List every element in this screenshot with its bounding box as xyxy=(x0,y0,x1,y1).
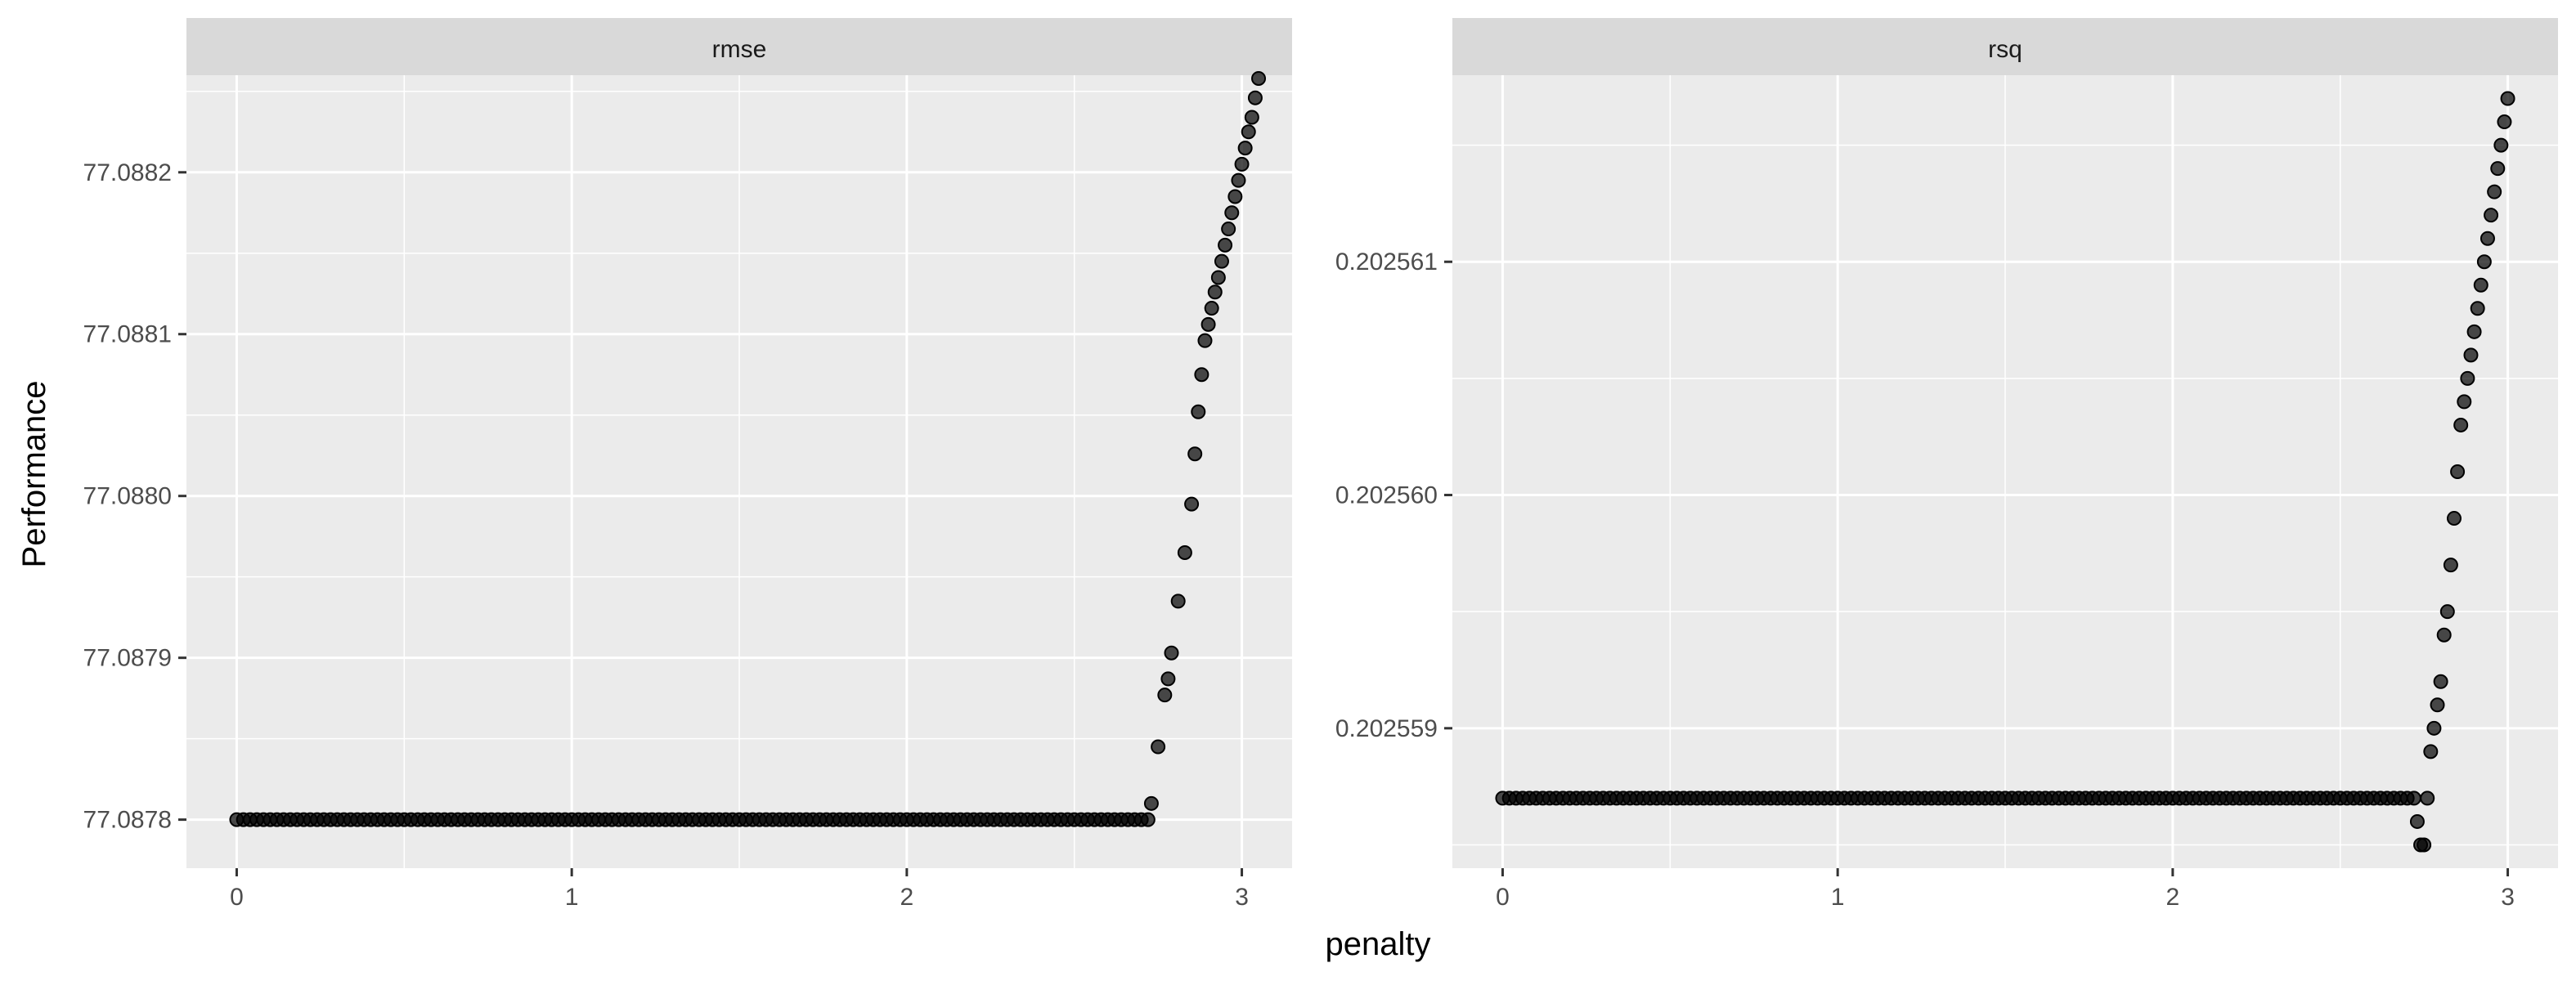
y-tick-label: 0.202561 xyxy=(1335,249,1438,275)
panel-rsq: rsq 0 1 2 3 0.202559 0.202560 0.202561 xyxy=(1335,18,2558,911)
data-point xyxy=(1204,301,1219,316)
data-point xyxy=(2473,277,2488,293)
strip-rsq xyxy=(1452,18,2558,75)
data-point xyxy=(2450,464,2466,479)
data-point xyxy=(1234,156,1250,172)
data-point xyxy=(2497,114,2512,130)
data-point xyxy=(1191,404,1206,419)
data-point xyxy=(1157,688,1173,703)
y-tick-label: 77.0878 xyxy=(83,807,172,834)
data-point xyxy=(1241,124,1256,140)
x-tick-label: 0 xyxy=(230,884,244,911)
data-point xyxy=(1221,222,1236,237)
data-point xyxy=(1251,70,1267,86)
data-point xyxy=(2433,674,2448,689)
data-point xyxy=(2480,231,2495,246)
data-point xyxy=(2460,370,2475,386)
y-axis-title: Performance xyxy=(16,381,52,568)
x-tick-label: 2 xyxy=(2166,884,2180,911)
data-point xyxy=(2430,697,2445,713)
data-point xyxy=(2406,791,2421,806)
data-point xyxy=(2423,744,2439,759)
data-point xyxy=(1227,189,1243,204)
data-point xyxy=(1197,333,1213,348)
data-point xyxy=(1218,237,1233,253)
strip-label-rsq: rsq xyxy=(1988,36,2022,63)
data-point xyxy=(2417,837,2432,853)
strip-rmse xyxy=(186,18,1292,75)
data-point xyxy=(2476,254,2492,270)
strip-label-rmse: rmse xyxy=(712,36,767,63)
x-tick-label: 2 xyxy=(900,884,914,911)
data-point xyxy=(2493,137,2509,153)
data-point xyxy=(2426,720,2442,736)
data-point xyxy=(1151,739,1166,755)
data-point xyxy=(2457,394,2472,410)
data-point xyxy=(1214,253,1229,269)
x-tick-label: 3 xyxy=(1235,884,1249,911)
data-point xyxy=(1237,141,1253,156)
data-point xyxy=(2439,604,2455,620)
data-point xyxy=(2470,301,2485,316)
data-point xyxy=(2487,184,2502,199)
y-tick-label: 77.0882 xyxy=(83,159,172,186)
x-tick-label: 1 xyxy=(565,884,579,911)
data-point xyxy=(2436,627,2452,643)
data-point xyxy=(2463,347,2479,363)
data-point xyxy=(1244,110,1259,125)
data-point xyxy=(1164,645,1179,661)
data-point xyxy=(1231,172,1246,188)
data-point xyxy=(1170,594,1186,609)
y-tick-label: 0.202559 xyxy=(1335,715,1438,742)
data-point xyxy=(1247,90,1263,105)
x-axis-title: penalty xyxy=(1326,926,1431,962)
x-tick-label: 0 xyxy=(1496,884,1510,911)
data-point xyxy=(1160,671,1176,687)
data-point xyxy=(2500,91,2515,106)
data-point xyxy=(2484,208,2499,223)
data-point xyxy=(2409,813,2425,829)
data-point xyxy=(2466,324,2482,339)
data-point xyxy=(1143,795,1159,811)
y-tick-label: 77.0880 xyxy=(83,483,172,510)
data-point xyxy=(2490,161,2506,177)
panel-rmse: rmse 0 1 2 3 77.0878 77.0879 77.0880 77.0881 77.0… xyxy=(83,18,1292,911)
y-tick-label: 0.202560 xyxy=(1335,482,1438,509)
data-point xyxy=(1200,316,1216,332)
y-tick-label: 77.0881 xyxy=(83,321,172,348)
data-point xyxy=(2453,417,2469,432)
data-point xyxy=(1140,812,1156,827)
y-tick-label: 77.0879 xyxy=(83,645,172,672)
facet-panels: rmse 0 1 2 3 77.0878 77.0879 77.0880 77.0881 77.0… xyxy=(83,18,2558,911)
data-point xyxy=(1187,446,1203,462)
x-tick-label: 1 xyxy=(1831,884,1845,911)
data-point xyxy=(2420,791,2435,806)
data-point xyxy=(2443,558,2458,573)
data-point xyxy=(1210,270,1226,285)
data-point xyxy=(1207,284,1223,300)
data-point xyxy=(1224,205,1240,221)
data-point xyxy=(1184,496,1200,512)
data-point xyxy=(1177,544,1192,560)
x-tick-label: 3 xyxy=(2501,884,2515,911)
data-point xyxy=(2446,511,2462,526)
data-point xyxy=(1194,367,1209,383)
